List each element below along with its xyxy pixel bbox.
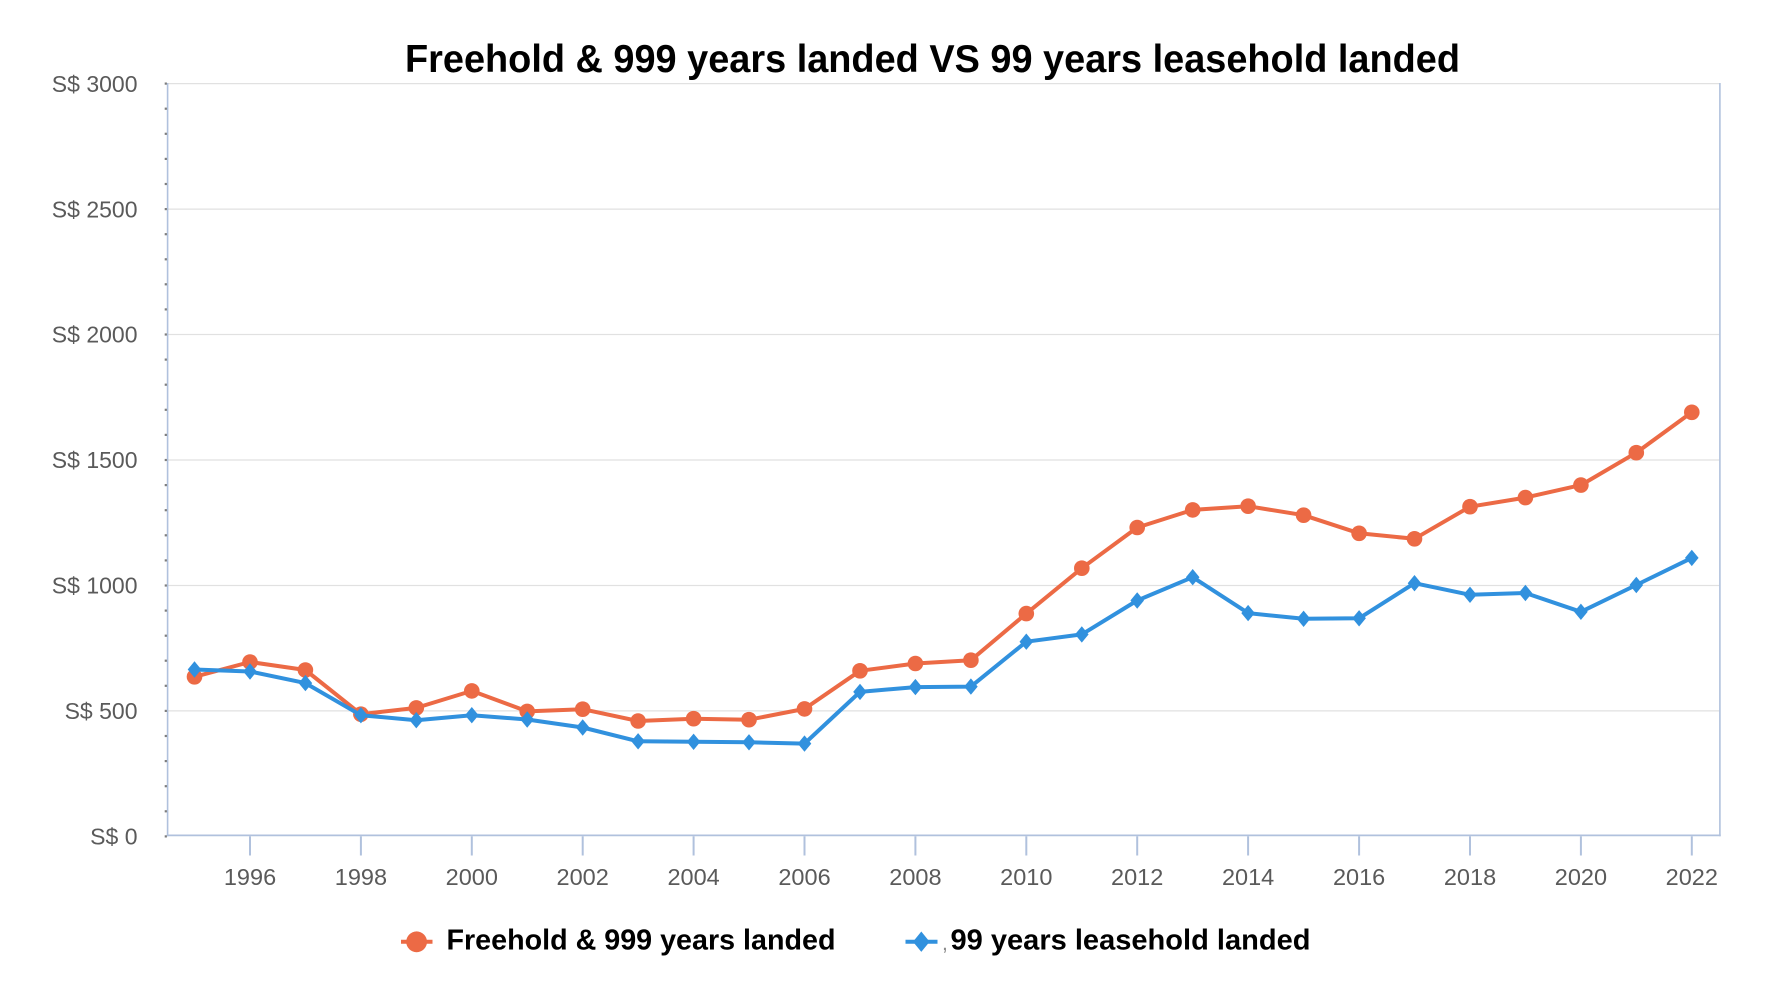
svg-text:Freehold & 999 years landed VS: Freehold & 999 years landed VS 99 years …	[405, 38, 1460, 81]
svg-text:2012: 2012	[1111, 864, 1163, 890]
svg-text:2008: 2008	[889, 864, 941, 890]
svg-text:S$ 0: S$ 0	[90, 824, 137, 850]
svg-text:99 years leasehold landed: 99 years leasehold landed	[951, 925, 1311, 957]
svg-text:S$ 1500: S$ 1500	[52, 447, 138, 473]
svg-text:2020: 2020	[1555, 864, 1607, 890]
svg-text:2000: 2000	[446, 864, 498, 890]
svg-text:2004: 2004	[667, 864, 719, 890]
svg-text:2014: 2014	[1222, 864, 1274, 890]
svg-text:2006: 2006	[778, 864, 830, 890]
svg-text:,: ,	[942, 932, 948, 955]
svg-text:S$ 500: S$ 500	[65, 698, 138, 724]
svg-text:S$ 3000: S$ 3000	[52, 71, 138, 97]
svg-text:2018: 2018	[1444, 864, 1496, 890]
svg-text:2016: 2016	[1333, 864, 1385, 890]
svg-text:1996: 1996	[224, 864, 276, 890]
svg-text:1998: 1998	[335, 864, 387, 890]
svg-text:2022: 2022	[1666, 864, 1718, 890]
svg-text:S$ 2500: S$ 2500	[52, 196, 138, 222]
svg-text:S$ 2000: S$ 2000	[52, 322, 138, 348]
svg-text:Freehold & 999 years landed: Freehold & 999 years landed	[447, 925, 836, 957]
svg-text:2010: 2010	[1000, 864, 1052, 890]
svg-text:S$ 1000: S$ 1000	[52, 573, 138, 599]
svg-text:2002: 2002	[557, 864, 609, 890]
